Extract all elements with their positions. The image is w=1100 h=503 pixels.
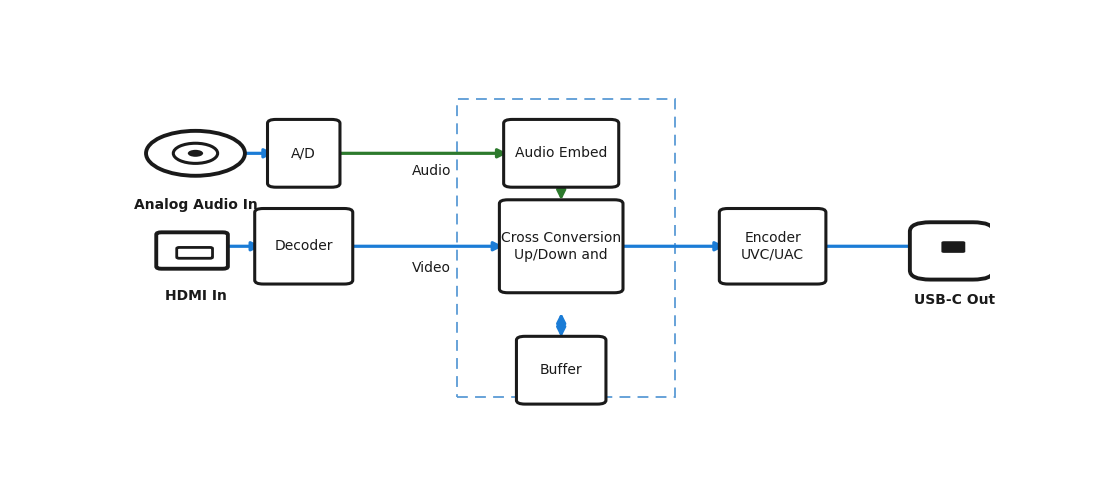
Text: HDMI In: HDMI In bbox=[165, 289, 227, 303]
Text: Audio Embed: Audio Embed bbox=[515, 146, 607, 160]
Text: USB-C Out: USB-C Out bbox=[914, 293, 994, 307]
FancyBboxPatch shape bbox=[942, 241, 966, 253]
FancyBboxPatch shape bbox=[719, 209, 826, 284]
Text: Audio: Audio bbox=[411, 164, 451, 178]
FancyBboxPatch shape bbox=[156, 232, 228, 269]
Text: A/D: A/D bbox=[292, 146, 316, 160]
Text: Decoder: Decoder bbox=[275, 239, 333, 254]
Circle shape bbox=[174, 143, 218, 163]
Text: UVC/UAC: UVC/UAC bbox=[741, 248, 804, 262]
FancyBboxPatch shape bbox=[499, 200, 623, 293]
FancyBboxPatch shape bbox=[504, 119, 618, 187]
Text: Cross Conversion: Cross Conversion bbox=[502, 230, 622, 244]
FancyBboxPatch shape bbox=[267, 119, 340, 187]
FancyBboxPatch shape bbox=[516, 337, 606, 404]
Text: Video: Video bbox=[412, 261, 451, 275]
Circle shape bbox=[188, 150, 204, 157]
FancyBboxPatch shape bbox=[255, 209, 353, 284]
Text: Analog Audio In: Analog Audio In bbox=[133, 198, 257, 212]
FancyBboxPatch shape bbox=[910, 222, 993, 280]
Bar bbox=[458, 99, 674, 397]
Text: Up/Down and: Up/Down and bbox=[515, 248, 608, 262]
FancyBboxPatch shape bbox=[177, 247, 212, 258]
Circle shape bbox=[146, 131, 245, 176]
Text: Encoder: Encoder bbox=[745, 230, 801, 244]
Text: Buffer: Buffer bbox=[540, 363, 583, 377]
